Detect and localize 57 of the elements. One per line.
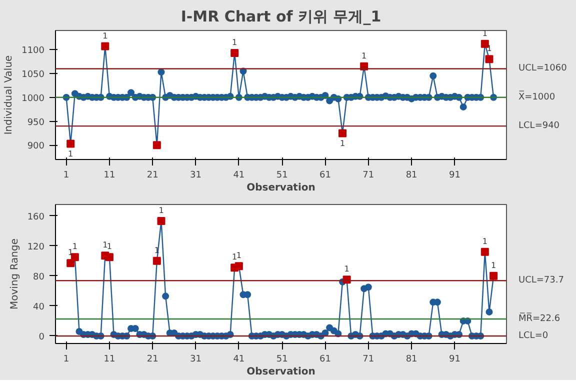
x-tick-label: 31 bbox=[190, 170, 202, 180]
y-tick-label: 950 bbox=[27, 118, 45, 128]
y-tick-label: 1050 bbox=[22, 70, 45, 80]
annotation: 1 bbox=[236, 251, 242, 260]
annotation: 1 bbox=[486, 44, 492, 54]
x-tick-label: 11 bbox=[104, 354, 116, 364]
x-tick-label: 31 bbox=[190, 354, 202, 364]
ref-line-label: M̅R̅=22.6 bbox=[518, 312, 560, 324]
annotation: 1 bbox=[68, 150, 74, 159]
x-tick-label: 21 bbox=[146, 354, 158, 364]
x-tick-label: 71 bbox=[362, 170, 374, 180]
annotation: 1 bbox=[344, 264, 350, 274]
x-tick-label: 91 bbox=[448, 170, 460, 180]
ref-line-label: X̅=1000 bbox=[518, 90, 556, 102]
x-tick-label: 41 bbox=[233, 170, 245, 180]
x-tick-label: 21 bbox=[146, 170, 158, 180]
x-tick-label: 81 bbox=[406, 170, 418, 180]
y-axis-title: Individual Value bbox=[4, 55, 15, 135]
y-tick-label: 80 bbox=[33, 272, 45, 282]
annotation: 1 bbox=[340, 139, 346, 148]
x-axis-title: Observation bbox=[246, 182, 316, 194]
annotation: 1 bbox=[72, 242, 78, 252]
annotation: 1 bbox=[232, 252, 238, 262]
x-tick-label: 11 bbox=[104, 170, 116, 180]
chart-title: I-MR Chart of 키위 무게_1 bbox=[180, 8, 382, 26]
x-tick-label: 61 bbox=[320, 170, 331, 180]
y-tick-label: 1100 bbox=[22, 46, 45, 56]
annotation: 1 bbox=[106, 242, 112, 252]
ref-line-label: LCL=0 bbox=[518, 330, 548, 341]
ref-line-label: UCL=1060 bbox=[518, 64, 568, 74]
annotation: 1 bbox=[491, 260, 496, 270]
x-tick-label: 51 bbox=[276, 170, 288, 180]
annotation: 1 bbox=[102, 31, 108, 40]
annotation: 1 bbox=[68, 248, 74, 258]
ref-line-label: LCL=940 bbox=[518, 121, 560, 132]
x-tick-label: 91 bbox=[448, 354, 460, 364]
x-axis-title: Observation bbox=[246, 366, 316, 378]
y-tick-label: 120 bbox=[27, 242, 45, 252]
x-tick-label: 1 bbox=[63, 170, 70, 180]
x-tick-label: 81 bbox=[406, 354, 418, 364]
x-tick-label: 71 bbox=[362, 354, 374, 364]
x-tick-label: 1 bbox=[63, 354, 70, 364]
ref-line-label: UCL=73.7 bbox=[518, 276, 564, 286]
y-tick-label: 1000 bbox=[22, 94, 45, 104]
annotation: 1 bbox=[232, 38, 238, 47]
annotation: 1 bbox=[362, 51, 367, 60]
y-tick-label: 40 bbox=[33, 302, 45, 312]
x-tick-label: 51 bbox=[276, 354, 288, 364]
y-axis-title: Moving Range bbox=[9, 238, 20, 310]
y-tick-label: 160 bbox=[27, 212, 45, 222]
x-tick-label: 61 bbox=[320, 354, 331, 364]
y-tick-label: 0 bbox=[38, 332, 45, 342]
annotation: 1 bbox=[158, 206, 164, 216]
x-tick-label: 41 bbox=[233, 354, 245, 364]
annotation: 1 bbox=[102, 240, 108, 250]
annotation: 1 bbox=[482, 236, 488, 246]
y-tick-label: 900 bbox=[27, 142, 45, 152]
